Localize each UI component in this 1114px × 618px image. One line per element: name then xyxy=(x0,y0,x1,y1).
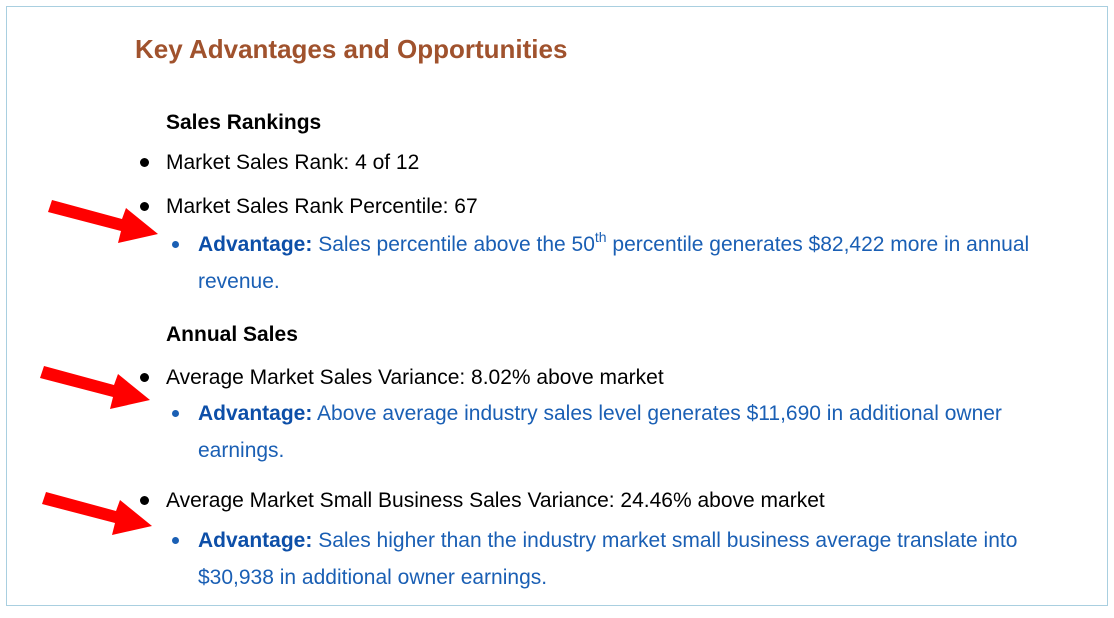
advantage-label: Advantage: xyxy=(198,233,313,256)
section-heading-sales-rankings: Sales Rankings xyxy=(166,111,322,134)
bullet-icon xyxy=(172,410,179,417)
list-item-text: Average Market Small Business Sales Vari… xyxy=(166,489,825,512)
advantage-label: Advantage: xyxy=(198,402,313,425)
bullet-icon xyxy=(172,537,179,544)
advantage-text: Advantage: Above average industry sales … xyxy=(198,395,1068,469)
section-heading-annual-sales: Annual Sales xyxy=(166,323,298,346)
content-panel xyxy=(6,6,1108,606)
bullet-icon xyxy=(140,202,149,211)
list-item-text: Market Sales Rank Percentile: 67 xyxy=(166,195,478,218)
bullet-icon xyxy=(140,373,149,382)
advantage-text-body: Sales higher than the industry market sm… xyxy=(198,529,1018,589)
advantage-text: Advantage: Sales higher than the industr… xyxy=(198,522,1068,596)
advantage-text-before: Sales percentile above the 50 xyxy=(312,233,595,256)
page-title: Key Advantages and Opportunities xyxy=(135,34,568,64)
advantage-text-after: percentile generates $82,422 more in ann… xyxy=(198,233,1030,293)
advantage-text-body: Above average industry sales level gener… xyxy=(198,402,1002,462)
advantage-label: Advantage: xyxy=(198,529,313,552)
advantage-superscript: th xyxy=(594,229,607,245)
list-item-text: Market Sales Rank: 4 of 12 xyxy=(166,151,420,174)
red-arrow-icon xyxy=(42,492,152,535)
advantage-text: Advantage: Sales percentile above the 50… xyxy=(198,226,1068,300)
list-item-text: Average Market Sales Variance: 8.02% abo… xyxy=(166,366,664,389)
bullet-icon xyxy=(172,241,179,248)
bullet-icon xyxy=(140,496,149,505)
red-arrow-icon xyxy=(48,200,158,243)
bullet-icon xyxy=(140,158,149,167)
red-arrow-icon xyxy=(40,366,150,409)
